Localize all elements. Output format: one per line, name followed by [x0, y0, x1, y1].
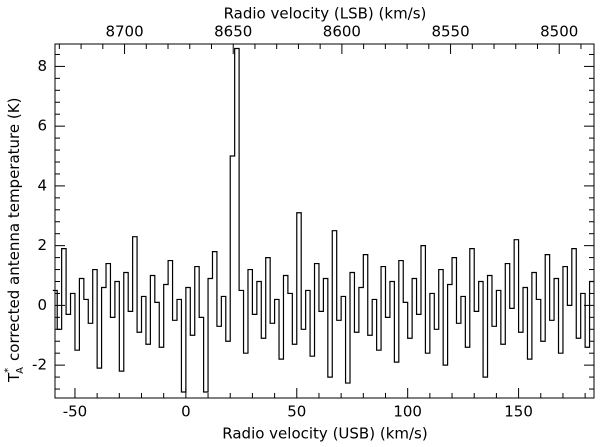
- y-axis-label-group: T*Acorrected antenna temperature (K): [3, 98, 26, 383]
- x2-tick-label: 8700: [105, 23, 143, 41]
- y-tick-label: 8: [37, 57, 47, 75]
- y-tick-label: 0: [37, 296, 47, 314]
- x2-tick-label: 8500: [540, 23, 578, 41]
- y-label-text: corrected antenna temperature (K): [5, 98, 23, 361]
- x2-tick-label: 8550: [431, 23, 469, 41]
- y-tick-label: -2: [32, 356, 47, 374]
- x-tick-label: 150: [504, 403, 533, 421]
- x2-axis-label: Radio velocity (LSB) (km/s): [224, 5, 427, 23]
- x-axis-label: Radio velocity (USB) (km/s): [222, 425, 427, 443]
- spectrum-line: [52, 47, 594, 393]
- x-tick-label: 100: [393, 403, 422, 421]
- y-tick-label: 6: [37, 117, 47, 135]
- plot-frame: [54, 43, 595, 399]
- y-tick-label: 2: [37, 236, 47, 254]
- x2-tick-label: 8650: [214, 23, 252, 41]
- y-label-sub: A: [15, 367, 26, 374]
- y-tick-label: 4: [37, 176, 47, 194]
- y-label-sup: *: [3, 368, 14, 373]
- x-tick-label: 50: [287, 403, 306, 421]
- y-label-symbol: T: [5, 372, 23, 383]
- x2-tick-label: 8600: [323, 23, 361, 41]
- x-tick-label: 0: [181, 403, 191, 421]
- x-tick-label: -50: [63, 403, 88, 421]
- y-axis-label: T*Acorrected antenna temperature (K): [3, 98, 26, 383]
